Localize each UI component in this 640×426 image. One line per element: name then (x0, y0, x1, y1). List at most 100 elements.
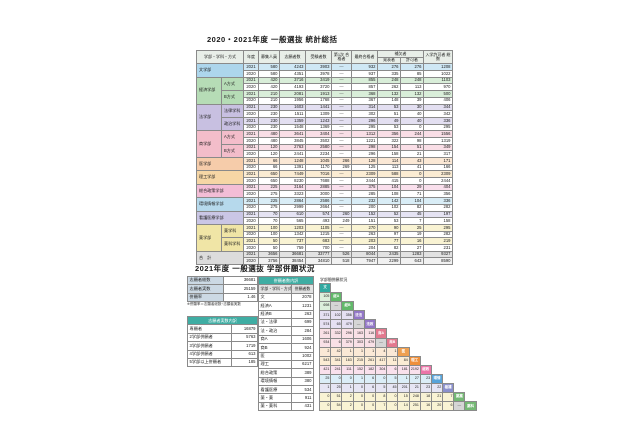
value-cell: 52 (377, 210, 401, 219)
faculty-cell: 法学部 (196, 103, 222, 132)
value-cell: 231 (423, 243, 453, 252)
value-cell: 21 (400, 150, 424, 158)
matrix-cell: 181 (397, 364, 410, 375)
value-cell: 1359 (279, 116, 306, 125)
value-cell: 41 (400, 163, 424, 172)
value-cell: 232 (351, 197, 378, 205)
breakdown-table-body: 志願者実数内訳 専願者 16879 2学部併願者 5763 3学部併願者 1719 4学部併願… (187, 315, 258, 368)
breakdown-label: 4学部併願者 (187, 349, 232, 359)
matrix-diagonal-label: 法政 (363, 319, 376, 330)
value-cell: 295 (351, 123, 378, 132)
value-cell: 225 (258, 197, 280, 205)
heigan-rate-note: ※併願率＝志願者総数÷志願者実数 (187, 302, 241, 306)
value-cell: 3000 (305, 190, 332, 199)
matrix-cell: 0 (363, 401, 376, 412)
table-row: 薬科学科 2021 50 737 683 ― 203 77 16 219 (197, 237, 453, 252)
value-cell: 3978 (305, 70, 332, 78)
year-cell: 2020 (243, 230, 259, 239)
matrix-cell: 0 (386, 401, 399, 412)
table-row: 医学部 2021 66 1248 1045 266 128 114 43 171 (196, 156, 453, 172)
year-cell: 2021 (243, 183, 259, 192)
value-cell: ― (331, 90, 352, 98)
value-cell: 336 (423, 116, 453, 125)
matrix-cell: 479 (363, 337, 376, 348)
value-cell: 759 (279, 243, 306, 252)
value-cell: 480 (258, 136, 280, 145)
value-cell: 1221 (351, 136, 378, 145)
value-cell: 406 (423, 96, 453, 105)
value-cell: 3716 (279, 76, 306, 85)
value-cell: 100 (258, 230, 280, 239)
value-cell: 1283 (400, 250, 424, 259)
value-cell: 262 (377, 83, 401, 92)
value-cell: 700 (305, 243, 332, 252)
heigan-value: 2078 (291, 292, 314, 303)
matrix-cell: 303 (352, 337, 365, 348)
section1-title: 2020・2021年度 一般選抜 統計総括 (207, 35, 338, 44)
value-cell: 356 (423, 190, 453, 199)
faculty-cell: 経済学部 (196, 76, 222, 105)
value-cell: 151 (351, 217, 378, 225)
method-cell: A方式 (221, 76, 244, 92)
value-cell: 2444 (423, 177, 453, 185)
value-cell: ― (331, 83, 352, 92)
matrix-cell: 379 (341, 337, 354, 348)
table-row: 合 計 2021 3656 36681 33777 526 8044 2435 1283 9327 (196, 250, 453, 266)
matrix-cell: 1 (341, 383, 354, 394)
value-cell: ― (331, 136, 352, 145)
matrix-cell: 296 (341, 328, 354, 339)
matrix-cell: 163 (352, 328, 365, 339)
table-row: 看護医療学部 2021 70 610 574 260 152 52 45 197 (196, 210, 453, 225)
table-row: 商学部 A方式 2021 480 3641 3404 ― 1312 356 244 1556 (196, 130, 453, 158)
summary-label: 志願者総数 (187, 275, 224, 286)
year-cell: 2021 (243, 170, 259, 179)
value-cell: 120 (258, 150, 280, 158)
matrix-cell: 15 (397, 392, 410, 403)
value-cell: 2885 (305, 183, 332, 192)
value-cell: 1441 (305, 103, 332, 112)
table-row: B方式 2021 210 2081 1913 ― 368 132 132 500 (197, 90, 453, 105)
matrix-diagonal-label: 商B (386, 337, 399, 348)
value-cell: 2081 (279, 90, 306, 98)
matrix-cell: 0 (330, 373, 343, 385)
value-cell: 1215 (305, 230, 332, 239)
value-cell: ― (331, 170, 352, 179)
value-cell: ― (331, 223, 352, 232)
value-cell: 650 (258, 177, 280, 185)
value-cell: 335 (377, 70, 401, 78)
value-cell: 1312 (351, 130, 378, 138)
table-row: 文学部 2021 580 4243 3903 ― 932 276 276 1208 (196, 63, 453, 78)
table-row: 2020 70 565 493 249 151 53 7 158 (197, 217, 453, 225)
value-cell: 230 (258, 116, 280, 125)
value-cell: 8590 (423, 257, 453, 265)
value-cell: 16 (400, 237, 424, 245)
matrix-cell: 25 (318, 373, 332, 385)
value-cell: 3845 (279, 136, 306, 145)
method-cell: B方式 (221, 143, 244, 159)
year-cell: 2021 (243, 63, 259, 72)
heigan-label: 経済B (258, 309, 292, 319)
matrix-cell: 0 (363, 392, 376, 403)
heigan-value: 699 (291, 317, 314, 328)
matrix-cell: 543 (318, 355, 332, 366)
value-cell: 298 (351, 143, 378, 152)
value-cell: 2309 (351, 170, 378, 179)
value-cell: 40 (400, 110, 424, 118)
value-cell: 580 (258, 70, 280, 78)
heigan-value: 1606 (291, 334, 314, 345)
matrix-row: 25 0 0 1 6 0 5 1 27 23 環情 (318, 373, 477, 385)
value-cell: 108 (377, 190, 401, 199)
value-cell: 49 (377, 116, 401, 125)
value-cell: 43 (400, 157, 424, 165)
value-cell: 0 (400, 123, 424, 132)
heigan-header: 併願者数内訳 (258, 275, 314, 286)
matrix-cell: 111 (341, 364, 354, 375)
summary-label: 志願者実数 (187, 284, 224, 294)
value-cell: 197 (423, 210, 453, 219)
value-cell: ― (331, 116, 352, 125)
matrix-cell: 84 (397, 355, 410, 366)
heigan-label: 薬・薬科 (258, 401, 292, 412)
value-cell: 276 (377, 63, 401, 72)
table-row: 2020 650 8230 7688 ― 2444 415 0 2444 (197, 177, 453, 185)
matrix-cell: 42 (330, 346, 343, 357)
